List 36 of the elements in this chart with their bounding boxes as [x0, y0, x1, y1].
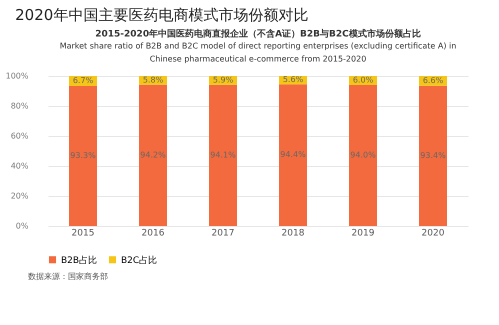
y-tick-label: 20%	[10, 192, 29, 200]
bar	[279, 84, 307, 226]
data-label: 94.2%	[140, 150, 166, 160]
x-tick-label: 2015	[72, 228, 94, 238]
data-label: 94.1%	[210, 150, 236, 160]
chart-subtitle: 2015-2020年中国医药电商直报企业（不含A证）B2B与B2C模式市场份额占比	[95, 28, 421, 40]
bar	[349, 85, 377, 226]
bar	[139, 84, 167, 226]
data-label: 5.6%	[282, 75, 304, 84]
x-tick-label: 2016	[142, 228, 165, 238]
data-label: 5.9%	[212, 75, 234, 84]
y-tick-label: 100%	[6, 72, 29, 80]
legend-label: B2B占比	[61, 254, 98, 266]
data-label: 94.4%	[280, 150, 306, 160]
source-note: 数据来源：国家商务部	[28, 272, 108, 281]
chart-title: 2020年中国主要医药电商模式市场份额对比	[15, 6, 308, 24]
data-label: 6.7%	[72, 76, 94, 86]
data-label: 93.4%	[420, 150, 446, 160]
data-label: 93.3%	[70, 151, 96, 160]
text: Market share ratio of B2B and B2C model of direct reporting enterprises (excluding certificate A) in Chinese pharmaceutical e-commerce from 2015-2020	[60, 42, 456, 64]
y-tick-label: 80%	[10, 102, 29, 110]
legend-label: B2C占比	[121, 254, 158, 266]
data-label: 5.8%	[142, 75, 164, 84]
data-label: 94.0%	[350, 150, 376, 160]
y-tick-label: 60%	[10, 132, 29, 140]
y-tick-label: 40%	[10, 162, 29, 170]
bar	[209, 84, 237, 226]
x-tick-label: 2018	[282, 228, 305, 238]
bar	[69, 86, 97, 226]
x-tick-label: 2017	[212, 228, 234, 238]
x-tick-label: 2019	[352, 228, 375, 238]
y-tick-label: 0%	[16, 222, 29, 230]
bar	[419, 86, 447, 226]
x-tick-label: 2020	[422, 228, 445, 238]
data-label: 6.6%	[422, 76, 444, 85]
data-label: 6.0%	[352, 76, 374, 84]
